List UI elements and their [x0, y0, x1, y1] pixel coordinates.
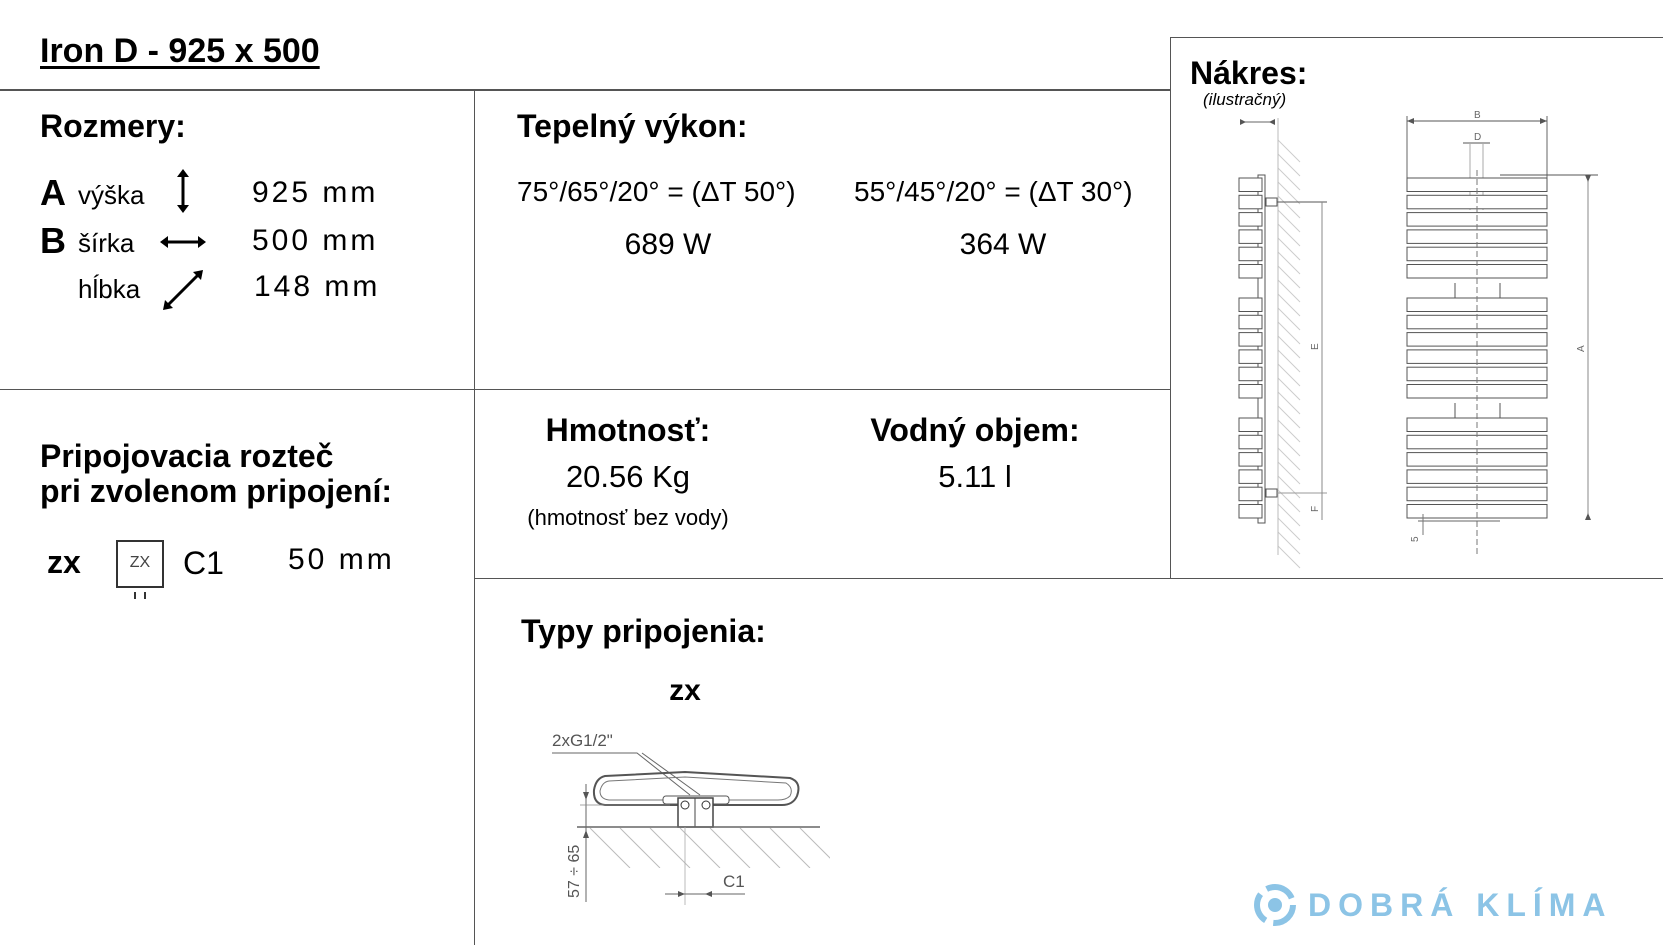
- water-volume-heading: Vodný objem:: [870, 412, 1080, 448]
- horizontal-arrow-icon: [160, 236, 206, 248]
- page-title: Iron D - 925 x 500: [40, 32, 320, 70]
- label-e: E: [1310, 343, 1321, 350]
- heat-value-dt50: 689 W: [624, 228, 712, 261]
- dimension-letter: B: [40, 220, 66, 261]
- divider: [1170, 37, 1663, 38]
- logo-swirl-icon: [1254, 884, 1296, 926]
- c1-label: C1: [723, 872, 745, 891]
- spacing-type: zx: [47, 544, 81, 580]
- side-view-bar: [1238, 384, 1263, 399]
- divider: [0, 89, 1170, 91]
- side-view-bar: [1238, 194, 1263, 210]
- heat-condition-dt50: 75°/65°/20° = (ΔT 50°): [517, 176, 796, 207]
- dimension-value: 148 mm: [254, 270, 381, 303]
- divider: [474, 90, 475, 945]
- logo-text: DOBRÁ KLÍMA: [1308, 886, 1613, 923]
- radiator-technical-drawing: E F B D A 5: [1238, 110, 1598, 569]
- spacing-heading-line2: pri zvolenom pripojení:: [40, 473, 393, 509]
- side-view-bar: [1238, 229, 1263, 244]
- label-b: B: [1474, 110, 1481, 121]
- weight-note: (hmotnosť bez vody): [527, 505, 729, 530]
- dimension-value: 925 mm: [252, 176, 379, 209]
- vertical-arrow-icon: [177, 169, 189, 213]
- thread-label: 2xG1/2": [552, 731, 613, 750]
- heat-condition-dt30: 55°/45°/20° = (ΔT 30°): [854, 176, 1133, 207]
- side-view-bar: [1238, 469, 1263, 484]
- zx-connection-icon: ZX: [116, 540, 164, 599]
- divider: [474, 578, 1663, 579]
- side-view-bar: [1238, 434, 1263, 450]
- connection-types-heading: Typy pripojenia:: [521, 613, 766, 649]
- divider: [0, 389, 1170, 390]
- side-view-bar: [1238, 417, 1263, 432]
- label-a: A: [1576, 345, 1587, 352]
- side-view-bar: [1238, 297, 1263, 312]
- water-volume-value: 5.11 l: [938, 459, 1012, 494]
- side-view-bar: [1238, 332, 1263, 347]
- side-view-bar: [1238, 177, 1263, 192]
- side-view-bar: [1238, 314, 1263, 330]
- dimension-letter: A: [40, 172, 66, 213]
- drawing-heading: Nákres:: [1190, 55, 1308, 91]
- side-view-bar: [1238, 366, 1263, 382]
- side-view-bar: [1238, 486, 1263, 502]
- side-view-bar: [1238, 212, 1263, 227]
- drawing-subheading: (ilustračný): [1203, 90, 1287, 109]
- label-f: F: [1310, 506, 1321, 512]
- zx-icon-label: ZX: [129, 554, 151, 571]
- dimension-label: výška: [78, 180, 145, 210]
- weight-value: 20.56 Kg: [565, 459, 691, 494]
- heat-value-dt30: 364 W: [959, 228, 1047, 261]
- dimensions-heading: Rozmery:: [40, 108, 186, 144]
- side-view-bar: [1238, 504, 1263, 519]
- depth-label: 57 ÷ 65: [566, 845, 583, 898]
- dobra-klima-logo: DOBRÁ KLÍMA: [1254, 884, 1613, 926]
- weight-heading: Hmotnosť:: [545, 412, 711, 448]
- side-view-bar: [1238, 264, 1263, 279]
- connection-type-label: zx: [669, 674, 701, 707]
- side-view-bar: [1238, 452, 1263, 467]
- dimension-label: hĺbka: [78, 274, 141, 304]
- diagonal-arrow-icon: [163, 270, 203, 310]
- zx-connection-diagram: 2xG1/2" 57 ÷ 65 C1: [552, 731, 830, 905]
- side-view-bar: [1238, 246, 1263, 262]
- label-5: 5: [1410, 536, 1421, 542]
- dimension-label: šírka: [78, 228, 135, 258]
- spacing-heading-line1: Pripojovacia rozteč: [40, 438, 334, 474]
- dimension-value: 500 mm: [252, 224, 379, 257]
- spacing-value: 50 mm: [288, 543, 395, 576]
- side-view-bar: [1238, 349, 1263, 364]
- divider: [1170, 37, 1171, 579]
- heat-output-heading: Tepelný výkon:: [517, 108, 748, 144]
- spacing-dimension: C1: [183, 545, 224, 581]
- label-d: D: [1474, 132, 1481, 143]
